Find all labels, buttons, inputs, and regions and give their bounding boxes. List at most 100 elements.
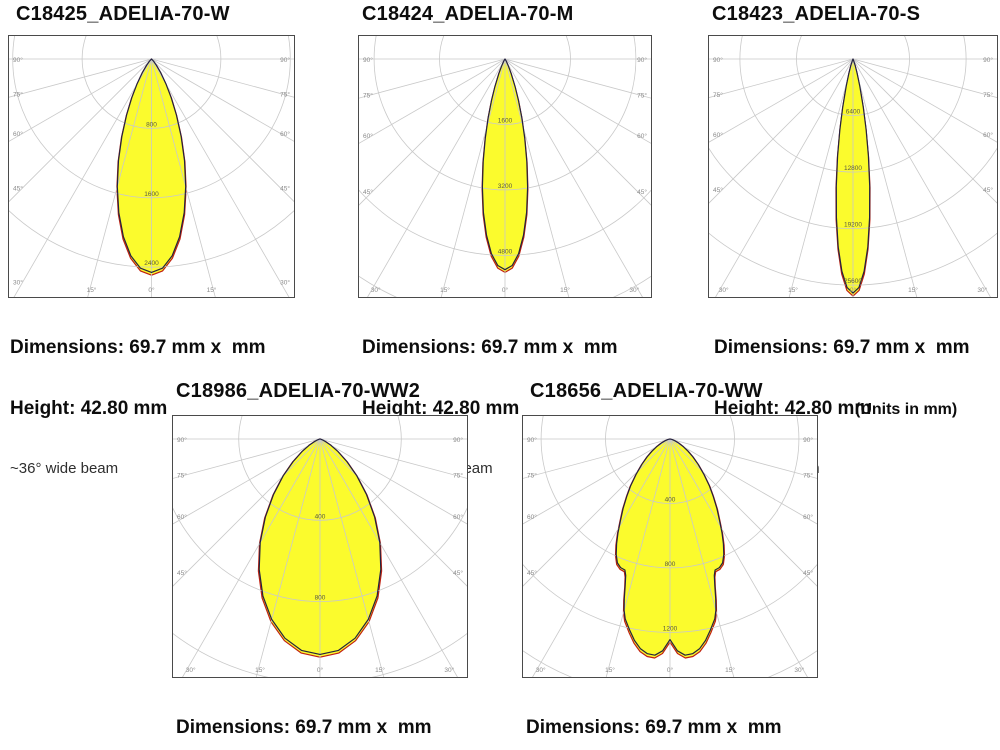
angle-tick-label: 60° [803,513,813,521]
polar-grid-ray [173,438,321,587]
panel-title-m: C18424_ADELIA-70-M [362,3,574,25]
ring-value-label: 25600 [844,278,862,285]
ring-value-label: 12800 [844,165,862,172]
angle-tick-label: 15° [375,666,385,674]
angle-tick-label: 30° [536,666,546,674]
polar-grid-ray [523,438,671,479]
angle-tick-label: 90° [453,436,463,444]
polar-grid-ray [709,58,854,98]
angle-tick-label: 0° [502,286,509,294]
polar-grid-ray [504,58,651,144]
polar-grid-ray [151,58,290,297]
polar-grid-ray [182,438,321,677]
polar-grid-ray [367,58,506,297]
polar-grid-ray [504,58,570,297]
ring-value-label: 3200 [498,183,513,190]
angle-tick-label: 90° [13,56,23,64]
beam-lobe-outline [835,58,871,294]
polar-grid-ray [669,438,817,587]
height-line: Height: 42.80 mm [10,398,168,419]
angle-tick-label: 75° [527,472,537,480]
angle-tick-label: 75° [177,472,187,480]
angle-tick-label: 15° [207,286,217,294]
polar-grid-ray [605,438,671,677]
angle-tick-label: 60° [280,130,290,138]
ring-value-label: 2400 [144,260,159,267]
angle-tick-label: 15° [255,666,265,674]
angle-tick-label: 60° [363,132,373,140]
polar-grid-ray [319,438,467,525]
polar-grid-ray [13,58,152,297]
angle-tick-label: 0° [850,286,857,294]
polar-grid-ray [440,58,506,297]
angle-tick-label: 0° [148,286,155,294]
polar-grid-ray [151,58,294,203]
ring-value-label: 19200 [844,222,862,229]
angle-tick-label: 60° [177,513,187,521]
angle-tick-label: 75° [637,91,647,99]
polar-grid-ray [709,58,854,204]
polar-grid-ray [359,58,506,99]
polar-grid-ray [151,58,216,297]
dimensions-line: Dimensions: 69.7 mm x mm [10,337,266,358]
polar-grid-ray [255,438,321,677]
dimensions-line: Dimensions: 69.7 mm x mm [176,717,432,738]
polar-grid-ray [319,438,385,677]
beam-lobe-outline [116,58,187,273]
ring-value-label: 1600 [144,191,159,198]
angle-tick-label: 0° [317,666,324,674]
angle-tick-label: 30° [371,286,381,294]
angle-tick-label: 90° [637,56,647,64]
angle-tick-label: 90° [177,436,187,444]
polar-grid-ray [852,58,997,143]
panel-title-s: C18423_ADELIA-70-S [712,3,921,25]
angle-tick-label: 90° [363,56,373,64]
panel-title-ww2: C18986_ADELIA-70-WW2 [176,380,421,402]
angle-tick-label: 45° [177,569,187,577]
polar-grid-ray [504,58,651,206]
angle-tick-label: 30° [280,279,290,287]
polar-grid-ray [319,438,458,677]
polar-plot-svg: 1600 3200 4800 0° 15° 15° 30° 30° 45° 45° 60° 60° 75… [359,36,651,297]
polar-plot-svg: 400 800 0° 15° 15° 30° 30° 45° 45° 60° 60° 75° 75° 90… [173,416,467,677]
polar-grid-ray [359,58,506,206]
angle-tick-label: 45° [713,186,723,194]
polar-plot-svg: 800 1600 2400 0° 15° 15° 30° 30° 45° 45° 60° 60° 75°… [9,36,294,297]
dimensions-line: Dimensions: 69.7 mm x mm [526,717,782,738]
polar-grid-ray [151,58,294,142]
polar-plot-svg: 400 800 1200 0° 15° 15° 30° 30° 45° 45° 60° 60° 75° 7… [523,416,817,677]
height-line: Height: 42.80 mm [362,398,520,419]
ring-value-label: 400 [315,513,326,520]
angle-tick-label: 15° [87,286,97,294]
angle-tick-label: 45° [527,569,537,577]
angle-tick-label: 15° [788,286,798,294]
angle-tick-label: 45° [983,186,993,194]
angle-tick-label: 30° [13,279,23,287]
angle-tick-label: 60° [637,132,647,140]
beam-angle-line: ~36° wide beam [10,460,119,477]
polar-grid-ray [9,58,152,98]
caption-ww: Dimensions: 69.7 mm x mm Height: 42.80 m… [526,679,782,750]
polar-grid-ray [87,58,152,297]
angle-tick-label: 0° [667,666,674,674]
angle-tick-label: 75° [983,91,993,99]
angle-tick-label: 30° [794,666,804,674]
polar-grid-ray [669,438,817,525]
polar-grid-ray [319,438,467,587]
polar-chart-ww: 400 800 1200 0° 15° 15° 30° 30° 45° 45° 60° 60° 75° 7… [522,415,818,678]
angle-tick-label: 75° [363,91,373,99]
polar-grid-ray [359,58,506,144]
caption-ww2: Dimensions: 69.7 mm x mm Height: 42.80 m… [176,679,432,750]
beam-lobe-outline [481,58,529,271]
polar-grid-ray [852,58,918,297]
polar-chart-ww2: 400 800 0° 15° 15° 30° 30° 45° 45° 60° 60° 75° 75° 90… [172,415,468,678]
polar-grid-ray [788,58,854,297]
angle-tick-label: 75° [453,472,463,480]
polar-grid-ray [9,58,152,142]
angle-tick-label: 90° [803,436,813,444]
angle-tick-label: 90° [983,56,993,64]
ring-value-label: 4800 [498,248,513,255]
angle-tick-label: 15° [560,286,570,294]
ring-value-label: 800 [146,121,157,128]
